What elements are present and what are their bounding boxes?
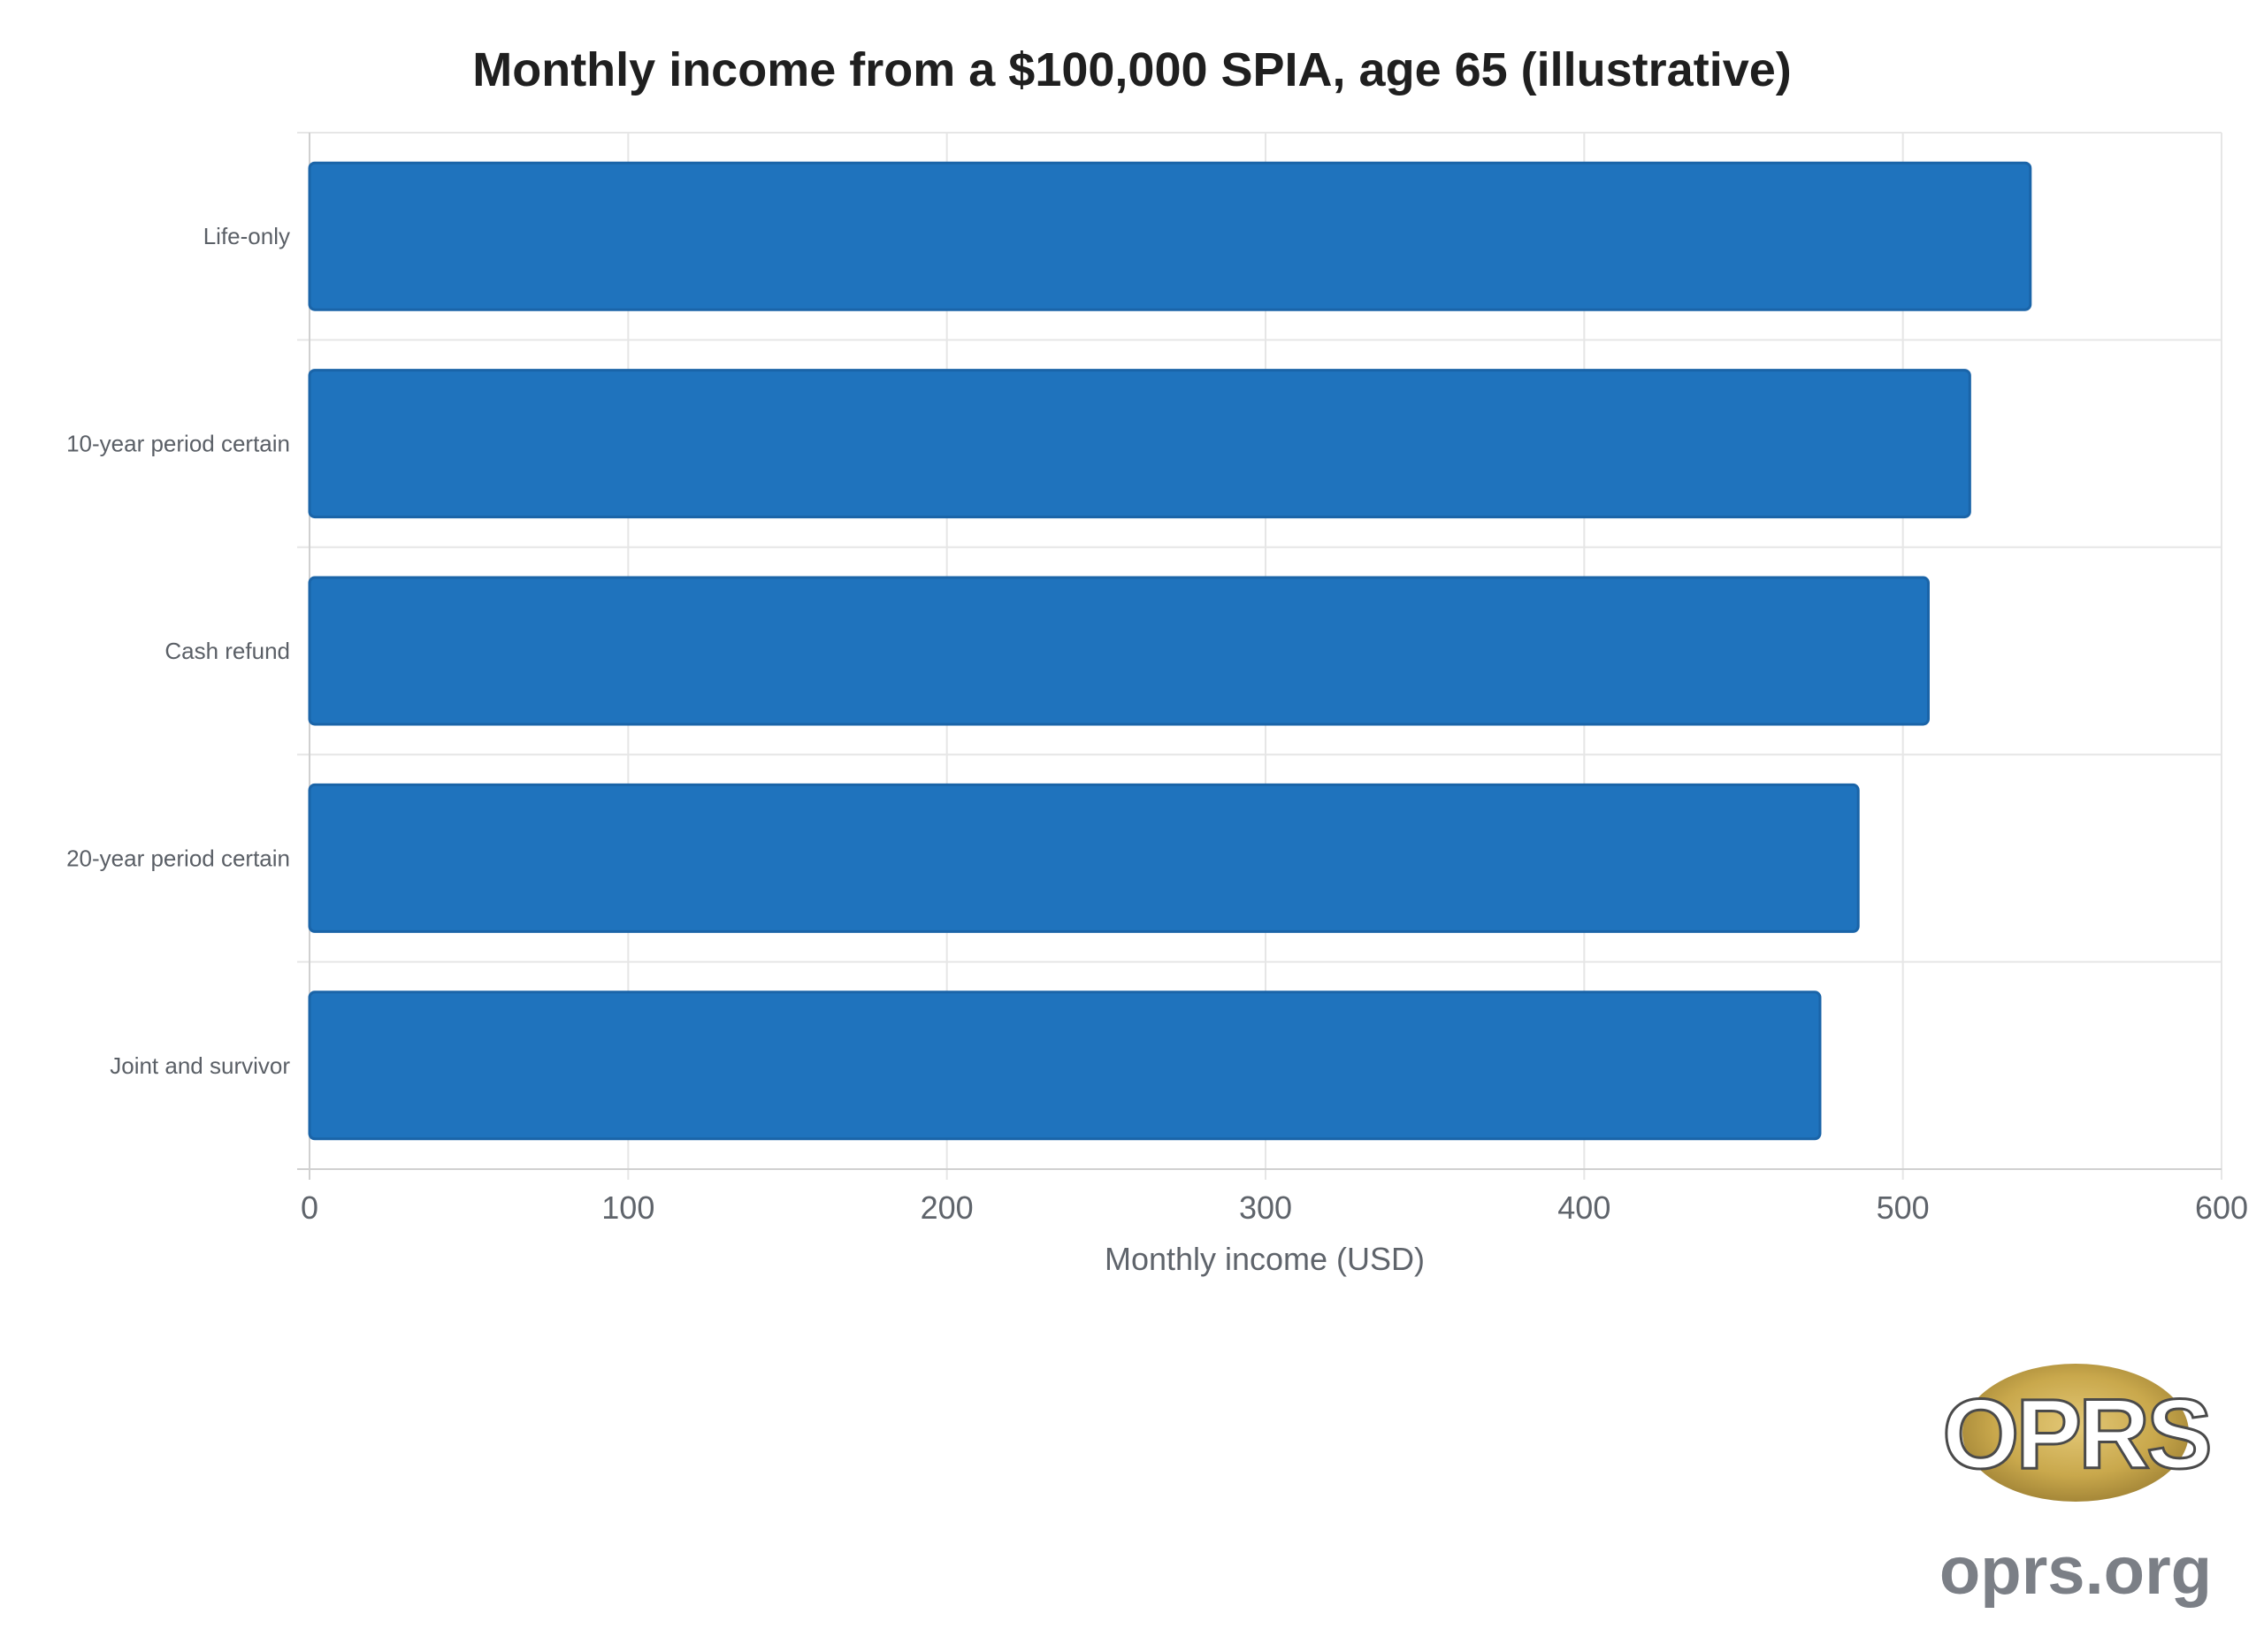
x-tick-label-0: 0 <box>301 1189 318 1226</box>
x-axis-title: Monthly income (USD) <box>1105 1241 1425 1277</box>
chart-title: Monthly income from a $100,000 SPIA, age… <box>472 43 1792 96</box>
category-label-0: Life-only <box>203 223 290 249</box>
x-tick-label-4: 400 <box>1557 1189 1610 1226</box>
x-tick-label-5: 500 <box>1877 1189 1930 1226</box>
bars-layer <box>308 161 2032 1141</box>
category-label-3: 20-year period certain <box>66 845 290 871</box>
bar-1 <box>308 369 1971 519</box>
bar-4 <box>308 990 1822 1141</box>
bar-0 <box>308 161 2032 311</box>
oprs-logo: OPRS oprs.org <box>1939 1364 2214 1609</box>
logo-letters: OPRS <box>1942 1379 2209 1489</box>
category-label-2: Cash refund <box>164 638 290 664</box>
category-labels: Life-only 10-year period certain Cash refu… <box>66 223 290 1079</box>
x-tick-label-3: 300 <box>1239 1189 1292 1226</box>
category-label-4: Joint and survivor <box>110 1052 290 1079</box>
x-tick-label-6: 600 <box>2195 1189 2248 1226</box>
x-tick-label-2: 200 <box>921 1189 974 1226</box>
x-tick-label-1: 100 <box>601 1189 654 1226</box>
bar-2 <box>308 576 1930 726</box>
category-label-1: 10-year period certain <box>66 431 290 457</box>
logo-gold-oval <box>1962 1364 2189 1502</box>
bar-3 <box>308 783 1860 933</box>
logo-wordmark: oprs.org <box>1939 1533 2212 1609</box>
x-tick-labels: 0 100 200 300 400 500 600 <box>301 1189 2248 1226</box>
